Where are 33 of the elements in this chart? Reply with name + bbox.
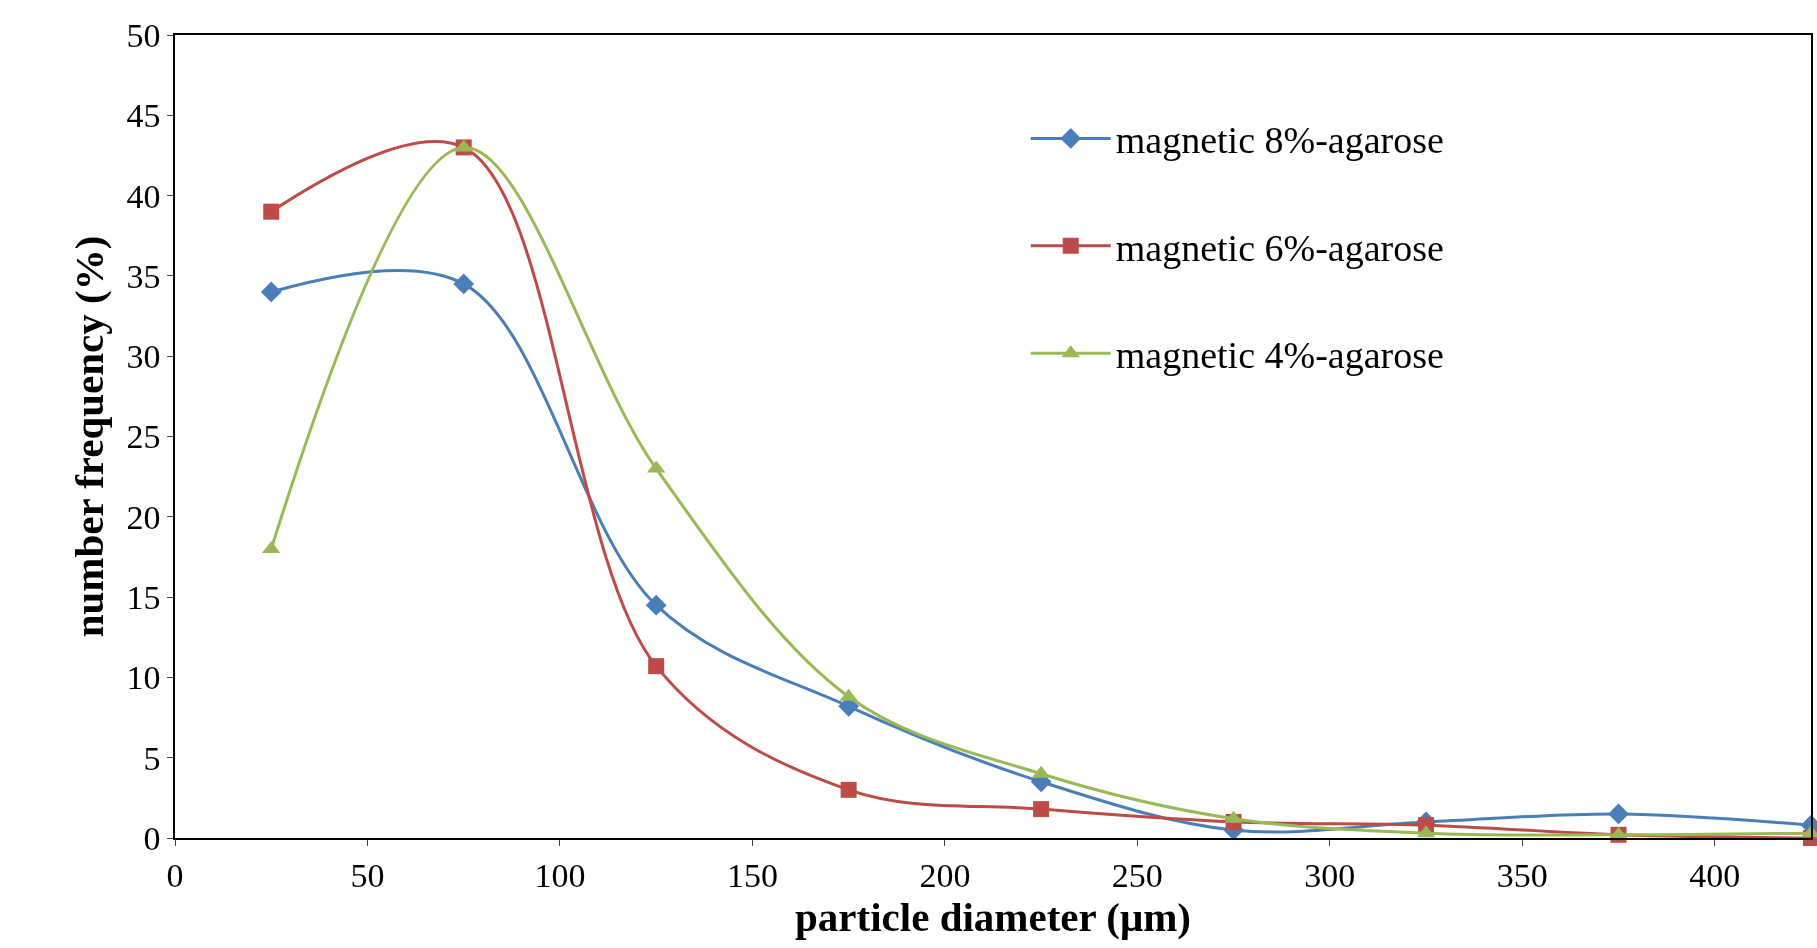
legend-label: magnetic 4%-agarose xyxy=(1115,334,1444,377)
y-axis-title: number frequency (%) xyxy=(66,235,113,638)
y-tick-label: 10 xyxy=(126,659,161,697)
y-tick-label: 15 xyxy=(126,579,161,616)
point xyxy=(1608,803,1629,825)
y-tick-label: 20 xyxy=(126,498,161,536)
y-tick-label: 50 xyxy=(126,16,161,54)
x-axis-title: particle diameter (μm) xyxy=(795,893,1191,940)
x-tick-label: 400 xyxy=(1689,856,1741,894)
x-tick-label: 50 xyxy=(350,856,385,894)
y-tick-label: 25 xyxy=(126,418,161,456)
x-tick-label: 200 xyxy=(919,856,971,894)
point xyxy=(840,781,857,798)
y-tick-label: 5 xyxy=(143,739,161,777)
y-tick-label: 30 xyxy=(126,338,161,376)
legend-label: magnetic 8%-agarose xyxy=(1115,119,1444,162)
point xyxy=(453,273,475,295)
x-tick-label: 100 xyxy=(534,856,586,894)
x-tick-label: 0 xyxy=(166,856,184,894)
x-tick-label: 150 xyxy=(726,856,778,894)
y-tick-label: 45 xyxy=(126,97,161,135)
point xyxy=(263,203,280,220)
point xyxy=(1033,801,1050,818)
point xyxy=(260,281,282,303)
y-tick-label: 40 xyxy=(126,177,161,215)
point xyxy=(648,658,665,675)
x-tick-label: 350 xyxy=(1496,856,1548,894)
x-tick-label: 250 xyxy=(1111,856,1163,894)
x-tick-label: 300 xyxy=(1304,856,1356,894)
legend-label: magnetic 6%-agarose xyxy=(1115,226,1444,269)
y-tick-label: 0 xyxy=(143,819,161,857)
point xyxy=(645,594,667,616)
y-tick-label: 35 xyxy=(126,257,161,295)
